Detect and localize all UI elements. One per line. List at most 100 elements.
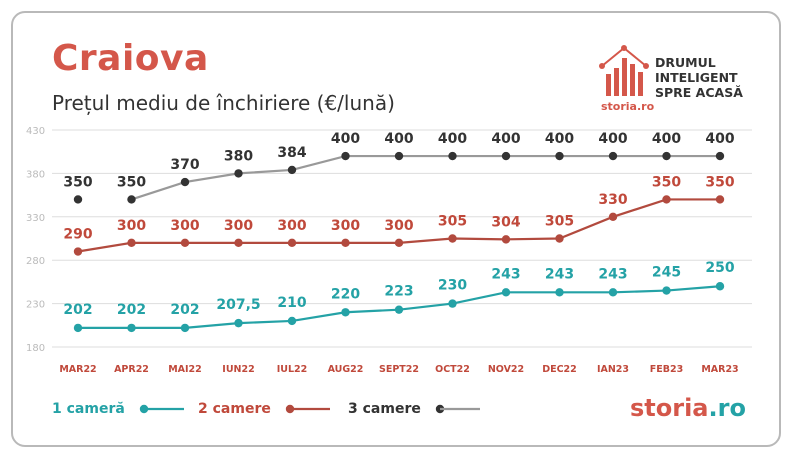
data-label: 207,5 — [216, 297, 260, 313]
y-tick-label: 380 — [26, 169, 45, 180]
data-point — [73, 195, 83, 204]
data-label: 290 — [63, 227, 92, 243]
data-label: 300 — [331, 218, 360, 234]
x-tick-label: APR22 — [114, 364, 149, 375]
x-tick-label: OCT22 — [435, 364, 470, 375]
data-label: 350 — [705, 174, 734, 190]
x-tick-label: MAR22 — [59, 364, 96, 375]
slogan-line: SPRE ACASĂ — [655, 85, 743, 100]
data-label: 400 — [384, 131, 413, 147]
series-line — [131, 154, 720, 201]
data-point — [127, 238, 136, 248]
y-tick-label: 330 — [26, 213, 45, 224]
data-label: 300 — [117, 218, 146, 234]
data-label: 304 — [491, 214, 520, 230]
data-point — [341, 238, 350, 248]
data-label: 223 — [384, 284, 413, 300]
data-label: 330 — [598, 192, 627, 208]
house-logo-icon — [599, 45, 649, 96]
x-tick-label: IAN23 — [597, 364, 629, 375]
x-tick-label: MAR23 — [701, 364, 738, 375]
data-label: 230 — [438, 278, 467, 294]
data-label: 400 — [545, 131, 574, 147]
data-point — [662, 286, 671, 295]
card-frame — [11, 11, 781, 447]
y-tick-label: 280 — [26, 256, 45, 267]
legend-label: 3 camere — [348, 401, 421, 417]
data-label: 400 — [491, 131, 520, 147]
data-label: 202 — [63, 302, 92, 318]
data-label: 400 — [705, 131, 734, 147]
data-point — [662, 151, 671, 161]
x-tick-label: IUL22 — [277, 364, 308, 375]
data-label: 350 — [652, 174, 681, 190]
data-point — [555, 151, 564, 161]
data-point — [608, 288, 618, 297]
data-label: 370 — [170, 157, 199, 173]
data-label: 300 — [277, 218, 306, 234]
data-point — [394, 238, 404, 248]
data-point — [394, 151, 404, 161]
data-point — [448, 234, 457, 243]
data-label: 384 — [277, 145, 306, 161]
data-point — [448, 299, 457, 308]
x-tick-label: IUN22 — [222, 364, 254, 375]
data-label: 250 — [705, 260, 734, 276]
data-point — [715, 282, 725, 291]
data-point — [608, 212, 618, 221]
data-point — [287, 316, 297, 326]
data-point — [73, 323, 83, 333]
data-label: 305 — [545, 214, 574, 230]
y-tick-label: 230 — [26, 300, 45, 311]
data-label: 243 — [545, 266, 574, 282]
data-point — [180, 238, 190, 248]
storia-logo: storia.ro — [630, 394, 746, 422]
storia-logo-small: storia.ro — [601, 100, 655, 113]
x-tick-label: DEC22 — [542, 364, 577, 375]
data-label: 350 — [63, 174, 92, 190]
data-point — [73, 247, 83, 256]
data-label: 243 — [598, 266, 627, 282]
logo-storia-text: storia — [630, 394, 709, 422]
data-point — [715, 151, 725, 161]
data-point — [180, 177, 190, 187]
data-label: 202 — [170, 302, 199, 318]
data-point — [341, 151, 350, 161]
data-label: 400 — [598, 131, 627, 147]
data-point — [501, 151, 511, 161]
data-point — [127, 323, 136, 333]
data-point — [501, 288, 511, 297]
data-label: 220 — [331, 286, 360, 302]
data-point — [608, 151, 618, 161]
x-tick-label: MAI22 — [168, 364, 202, 375]
slogan-line: DRUMUL — [655, 55, 716, 70]
data-point — [287, 165, 297, 175]
data-point — [234, 238, 243, 248]
legend-label: 2 camere — [198, 401, 271, 417]
data-point — [394, 305, 404, 314]
data-label: 350 — [117, 174, 146, 190]
data-label: 305 — [438, 214, 467, 230]
data-label: 245 — [652, 265, 681, 281]
data-point — [555, 234, 564, 243]
data-label: 380 — [224, 148, 253, 164]
data-point — [127, 195, 136, 204]
data-point — [234, 169, 243, 178]
data-point — [180, 323, 190, 333]
logo-ro-text: .ro — [708, 394, 746, 422]
data-point — [234, 318, 243, 328]
city-title: Craiova — [52, 38, 209, 79]
data-label: 202 — [117, 302, 146, 318]
data-point — [662, 195, 671, 204]
x-tick-label: FEB23 — [650, 364, 683, 375]
legend-label: 1 cameră — [52, 401, 125, 417]
data-label: 300 — [170, 218, 199, 234]
x-tick-label: AUG22 — [328, 364, 364, 375]
x-tick-label: SEPT22 — [379, 364, 419, 375]
data-point — [341, 308, 350, 317]
chart-subtitle: Prețul mediu de închiriere (€/lună) — [52, 91, 395, 115]
data-point — [715, 195, 725, 204]
data-label: 400 — [331, 131, 360, 147]
data-label: 300 — [224, 218, 253, 234]
